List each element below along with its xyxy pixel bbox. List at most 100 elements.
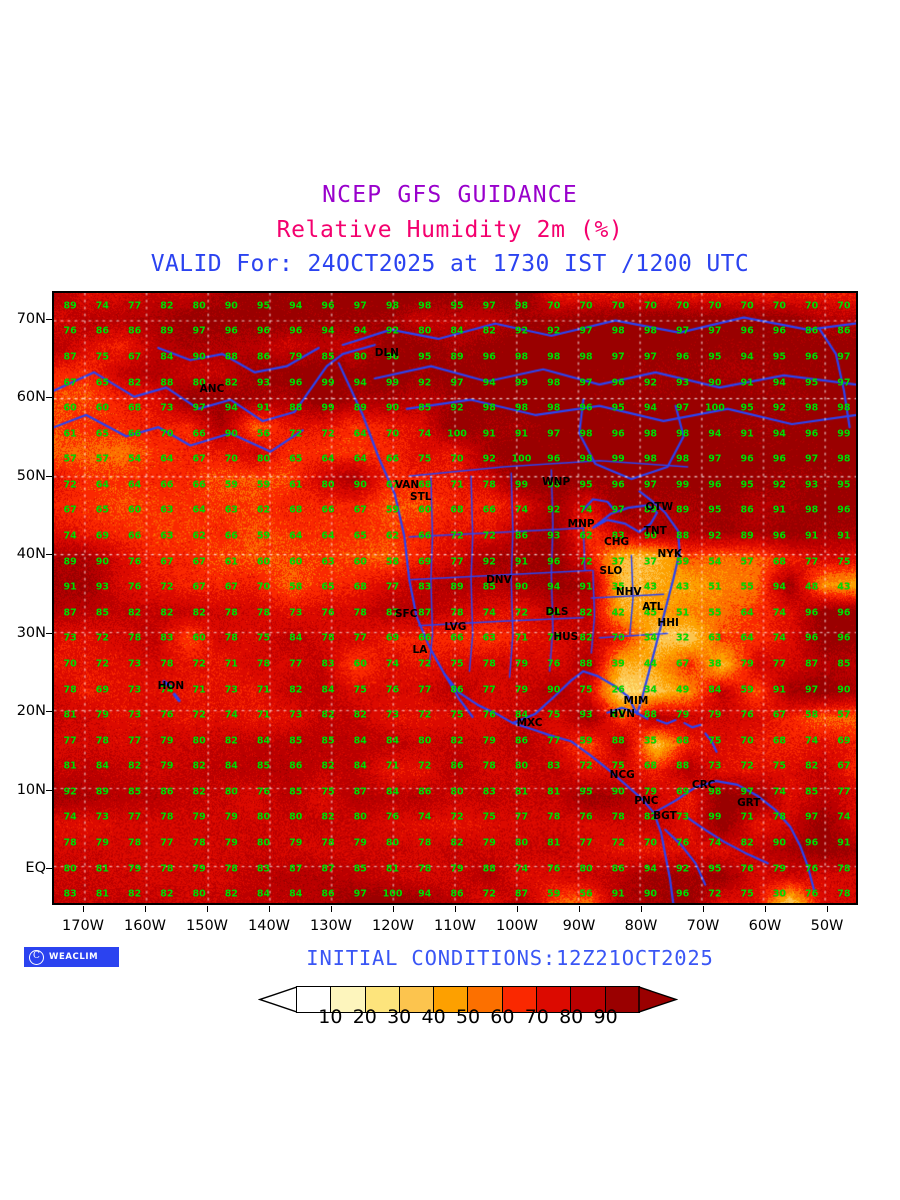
grid-value-label: 75: [547, 709, 561, 721]
grid-value-label: 80: [224, 786, 238, 798]
grid-value-label: 96: [805, 837, 819, 849]
colorbar-tick: 40: [421, 1006, 446, 1028]
grid-value-label: 98: [676, 453, 690, 465]
grid-value-label: 97: [353, 300, 367, 312]
x-axis-label: 100W: [495, 918, 539, 934]
grid-value-label: 84: [160, 351, 174, 363]
grid-value-label: 75: [772, 760, 787, 772]
grid-value-label: 34: [643, 684, 658, 696]
grid-value-label: 84: [95, 760, 109, 772]
grid-value-label: 67: [772, 709, 787, 721]
grid-value-label: 80: [353, 811, 367, 823]
grid-value-label: 98: [514, 351, 529, 363]
grid-value-label: 92: [772, 402, 787, 414]
grid-value-label: 67: [127, 351, 142, 363]
grid-value-label: 90: [95, 556, 109, 568]
city-label-tnt: TNT: [643, 524, 667, 537]
grid-value-label: 97: [482, 300, 496, 312]
grid-value-label: 96: [740, 453, 754, 465]
grid-value-label: 94: [772, 581, 787, 593]
grid-value-label: 77: [63, 735, 77, 747]
grid-value-label: 57: [740, 556, 754, 568]
grid-value-label: 72: [514, 607, 529, 619]
grid-value-label: 86: [805, 325, 819, 337]
grid-value-label: 76: [547, 658, 561, 670]
map-frame[interactable]: 89 74 77 82 80 90 95 94 96 97 98 98 95 97 98 70 70 70 70 70…: [52, 291, 858, 905]
x-axis-tick: [827, 906, 828, 912]
grid-value-label: 86: [611, 863, 625, 875]
grid-value-label: 80: [192, 300, 206, 312]
grid-value-label: 98: [805, 504, 819, 516]
grid-value-label: 72: [160, 581, 174, 593]
grid-value-label: 94: [418, 888, 432, 900]
grid-value-label: 96: [772, 530, 787, 542]
grid-value-label: 77: [127, 811, 142, 823]
grid-value-label: 65: [95, 504, 109, 516]
grid-value-label: 84: [256, 735, 271, 747]
grid-value-label: 95: [805, 377, 819, 389]
grid-value-label: 75: [450, 709, 464, 721]
grid-value-label: 97: [192, 402, 206, 414]
grid-value-label: 74: [418, 428, 432, 440]
grid-value-label: 83: [611, 530, 625, 542]
grid-value-label: 65: [95, 428, 109, 440]
grid-value-label: 74: [385, 658, 400, 670]
grid-value-label: 82: [321, 709, 335, 721]
grid-value-label: 78: [418, 863, 432, 875]
grid-value-label: 90: [643, 530, 658, 542]
grid-value-label: 72: [289, 428, 303, 440]
grid-value-label: 67: [160, 556, 174, 568]
grid-value-label: 63: [708, 632, 722, 644]
grid-value-label: 100: [511, 453, 532, 465]
grid-value-label: 64: [95, 479, 109, 491]
grid-value-label: 71: [256, 684, 271, 696]
city-label-hus: HUS: [553, 630, 579, 643]
city-label-dnv: DNV: [486, 574, 512, 587]
grid-value-label: 97: [837, 351, 851, 363]
grid-value-label: 69: [418, 556, 432, 568]
grid-value-label: 70: [708, 300, 722, 312]
grid-value-label: 80: [514, 760, 529, 772]
colorbar-cell: [297, 987, 332, 1012]
city-label-bgt: BGT: [653, 810, 677, 823]
colorbar-tick: 10: [318, 1006, 343, 1028]
grid-value-label: 67: [353, 504, 367, 516]
grid-value-label: 64: [740, 607, 754, 619]
grid-value-label: 84: [289, 632, 303, 644]
grid-value-label: 92: [708, 530, 722, 542]
grid-value-label: 85: [353, 863, 367, 875]
grid-value-label: 94: [482, 377, 496, 389]
grid-value-label: 95: [837, 479, 851, 491]
city-label-ncg: NCG: [609, 768, 635, 781]
grid-value-label: 96: [579, 402, 593, 414]
grid-value-label: 89: [353, 402, 367, 414]
city-label-mim: MIM: [623, 694, 649, 707]
grid-value-label: 80: [192, 888, 206, 900]
y-axis-label: 50N: [16, 467, 46, 484]
grid-value-label: 83: [482, 786, 496, 798]
grid-value-label: 78: [224, 607, 238, 619]
grid-value-label: 91: [805, 530, 819, 542]
grid-value-label: 98: [708, 786, 722, 798]
grid-value-label: 79: [514, 684, 529, 696]
city-label-lvg: LVG: [444, 621, 467, 634]
y-axis-label: 70N: [16, 310, 46, 327]
grid-value-label: 96: [772, 325, 787, 337]
grid-value-label: 69: [385, 632, 400, 644]
grid-value-label: 66: [418, 530, 432, 542]
grid-value-label: 48: [805, 581, 819, 593]
grid-value-label: 93: [547, 530, 561, 542]
grid-value-label: 87: [63, 607, 77, 619]
grid-value-label: 59: [256, 479, 271, 491]
grid-value-label: 81: [547, 837, 561, 849]
grid-value-label: 82: [224, 377, 238, 389]
grid-value-label: 97: [450, 377, 464, 389]
grid-value-label: 66: [321, 504, 335, 516]
humidity-heatmap-canvas[interactable]: [54, 293, 856, 903]
grid-value-label: 74: [772, 607, 787, 619]
grid-value-label: 81: [95, 888, 109, 900]
grid-value-label: 49: [676, 684, 690, 696]
grid-value-label: 78: [837, 863, 851, 875]
grid-value-label: 96: [837, 632, 851, 644]
